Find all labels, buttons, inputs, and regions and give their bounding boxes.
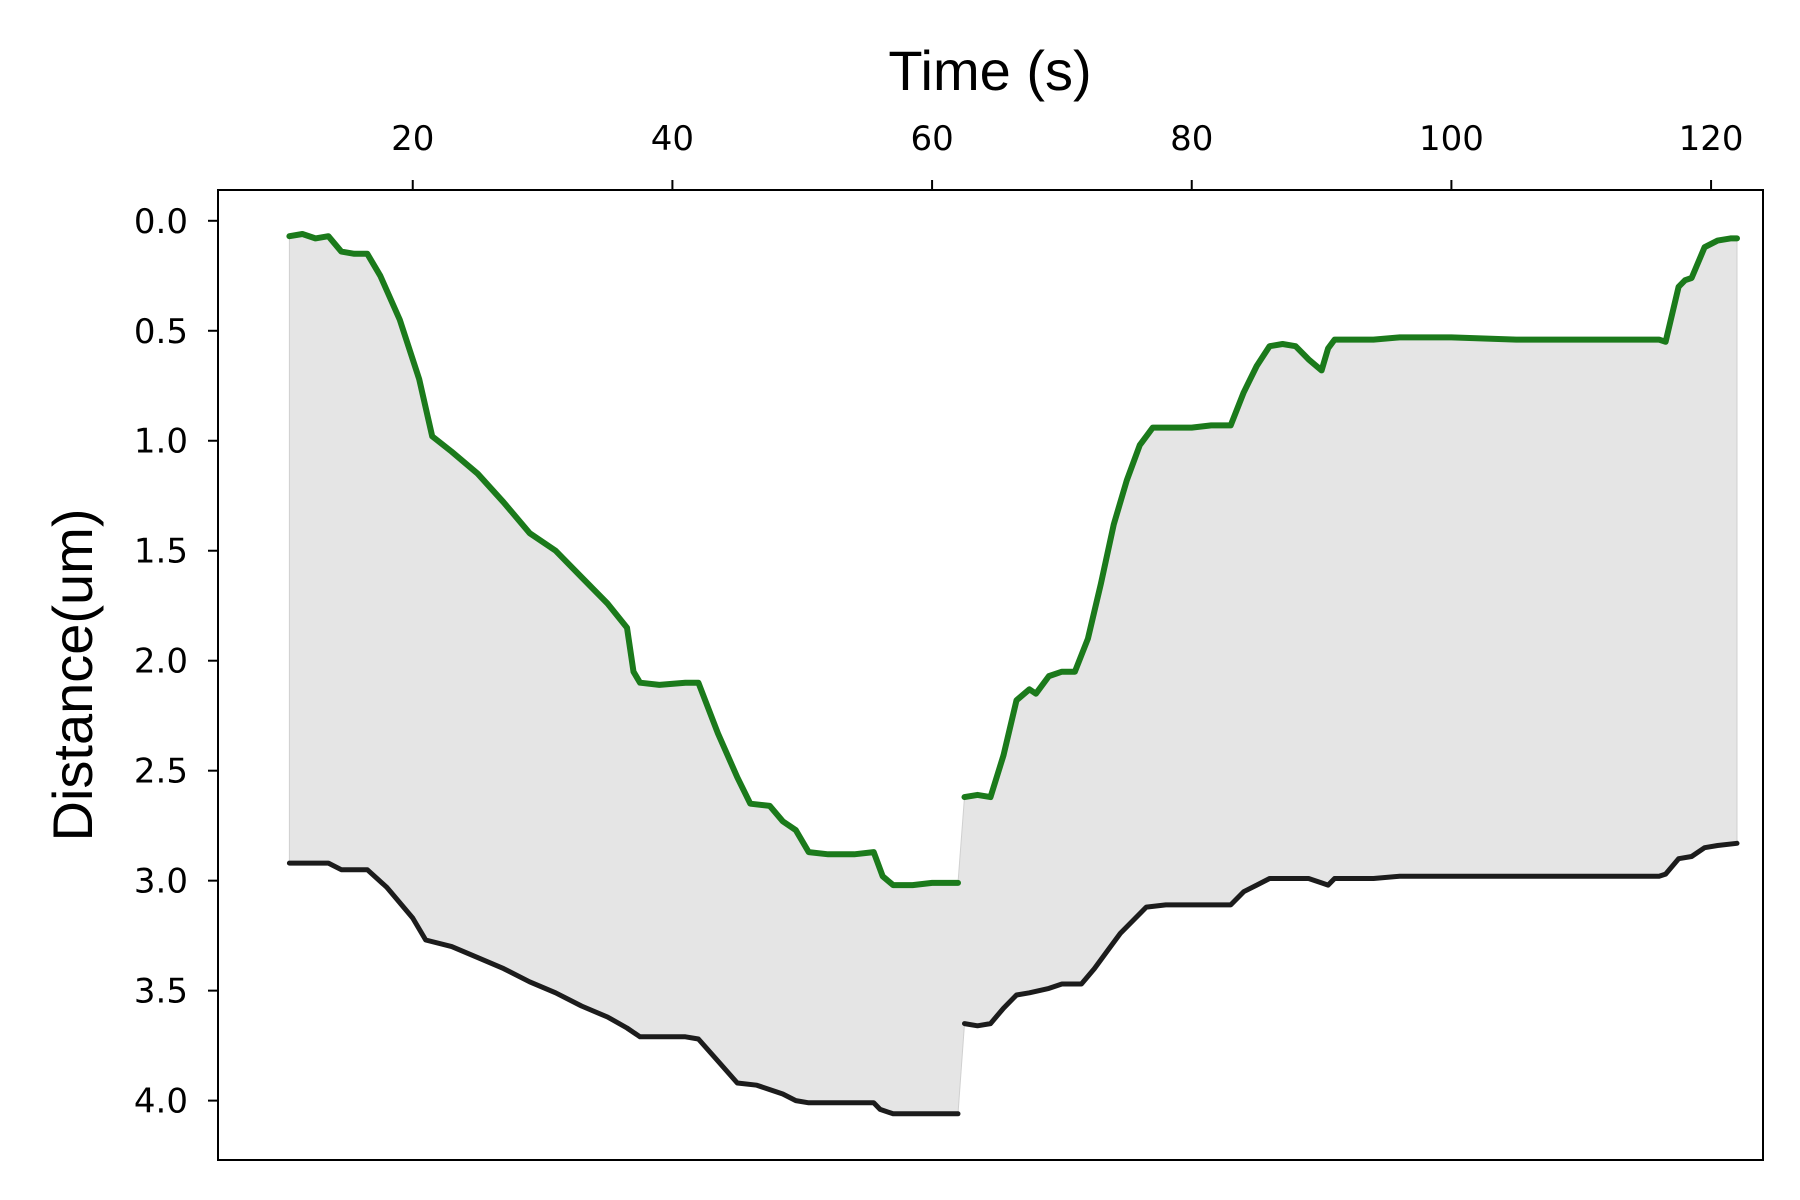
fill-between-layer [288, 233, 1738, 1115]
series-1-line-segment-1 [962, 840, 1740, 1029]
fill-between-area [288, 233, 1738, 1115]
y-tick-label: 3.5 [134, 972, 188, 1012]
x-tick-label: 20 [391, 119, 434, 159]
y-tick-label: 1.0 [134, 422, 188, 462]
y-tick-label: 0.5 [134, 312, 188, 352]
x-tick-label: 40 [651, 119, 694, 159]
y-tick-label: 0.0 [134, 202, 188, 242]
series-0-line-segment-1 [961, 235, 1740, 801]
x-tick-label: 100 [1419, 119, 1484, 159]
y-tick-label: 2.0 [134, 642, 188, 682]
x-axis-title: Time (s) [888, 39, 1091, 102]
plot-frame [217, 189, 1764, 1161]
x-tick-label: 80 [1170, 119, 1213, 159]
y-tick-label: 3.0 [134, 862, 188, 902]
series-1-line-segment-0 [286, 860, 961, 1117]
x-tick-label: 120 [1679, 119, 1744, 159]
y-tick-label: 4.0 [134, 1082, 188, 1122]
series-0-line-segment-0 [286, 231, 961, 889]
y-axis-title: Distance(um) [41, 509, 104, 842]
x-axis-ticks: 20 40 60 80 100 120 [391, 119, 1744, 190]
x-tick-label: 60 [910, 119, 953, 159]
y-tick-label: 2.5 [134, 752, 188, 792]
y-tick-label: 1.5 [134, 532, 188, 572]
series-layer [286, 231, 1740, 1117]
y-axis-ticks: 0.0 0.5 1.0 1.5 2.0 2.5 3.0 3.5 4.0 [134, 202, 218, 1122]
